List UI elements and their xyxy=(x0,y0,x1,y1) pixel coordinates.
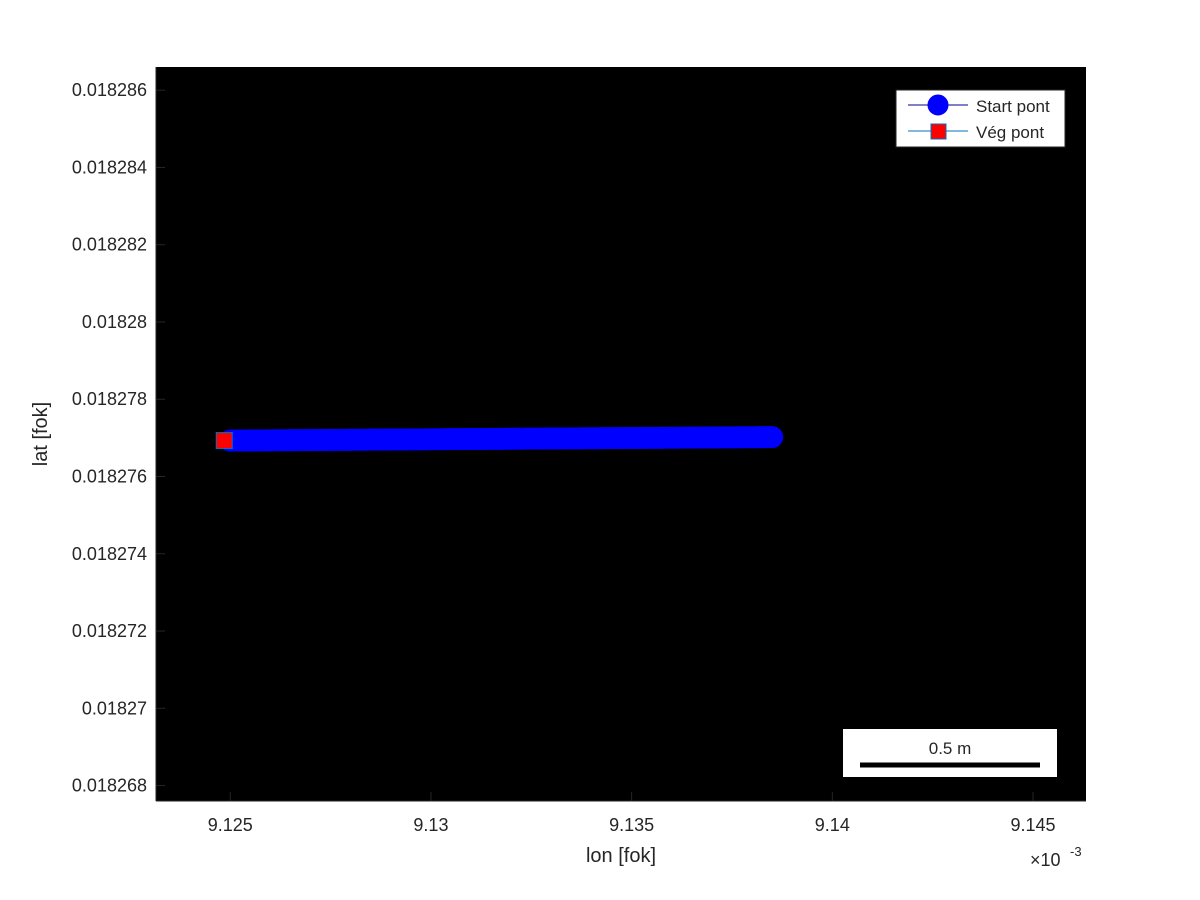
y-tick-label: 0.01827 xyxy=(82,698,147,718)
scale-bar-box xyxy=(843,729,1057,777)
x-tick-label: 9.14 xyxy=(815,815,850,835)
x-exponent-power: -3 xyxy=(1070,844,1082,859)
y-ticks: 0.018268 0.01827 0.018272 0.018274 0.018276 0… xyxy=(72,80,165,796)
y-tick-label: 0.018286 xyxy=(72,80,147,100)
legend-label-start: Start pont xyxy=(976,97,1050,116)
data-layer xyxy=(215,426,784,452)
x-axis-label: lon [fok] xyxy=(586,845,656,867)
start-point-marker xyxy=(761,426,784,449)
x-ticks: 9.125 9.13 9.135 9.14 9.145 xyxy=(208,792,1056,835)
x-tick-label: 9.135 xyxy=(609,815,654,835)
scale-bar: 0.5 m xyxy=(843,729,1057,777)
x-tick-label: 9.13 xyxy=(413,815,448,835)
y-tick-label: 0.018278 xyxy=(72,389,147,409)
legend: Start pont Vég pont xyxy=(895,89,1066,148)
y-tick-label: 0.018268 xyxy=(72,776,147,796)
y-tick-label: 0.018274 xyxy=(72,544,147,564)
x-tick-label: 9.145 xyxy=(1010,815,1055,835)
y-tick-label: 0.01828 xyxy=(82,312,147,332)
x-tick-label: 9.125 xyxy=(208,815,253,835)
x-exponent: ×10 -3 xyxy=(1030,844,1082,870)
x-exponent-base: ×10 xyxy=(1030,850,1061,870)
y-tick-label: 0.018284 xyxy=(72,157,147,177)
legend-marker-end xyxy=(930,123,947,140)
legend-box xyxy=(895,89,1066,148)
legend-label-end: Vég pont xyxy=(976,123,1044,142)
y-tick-label: 0.018272 xyxy=(72,621,147,641)
end-point-marker xyxy=(215,432,233,450)
y-axis-label: lat [fok] xyxy=(30,402,52,466)
axes xyxy=(155,67,1086,802)
y-tick-label: 0.018282 xyxy=(72,235,147,255)
scale-bar-label: 0.5 m xyxy=(929,739,972,758)
y-tick-label: 0.018276 xyxy=(72,466,147,486)
legend-marker-start xyxy=(927,94,949,116)
